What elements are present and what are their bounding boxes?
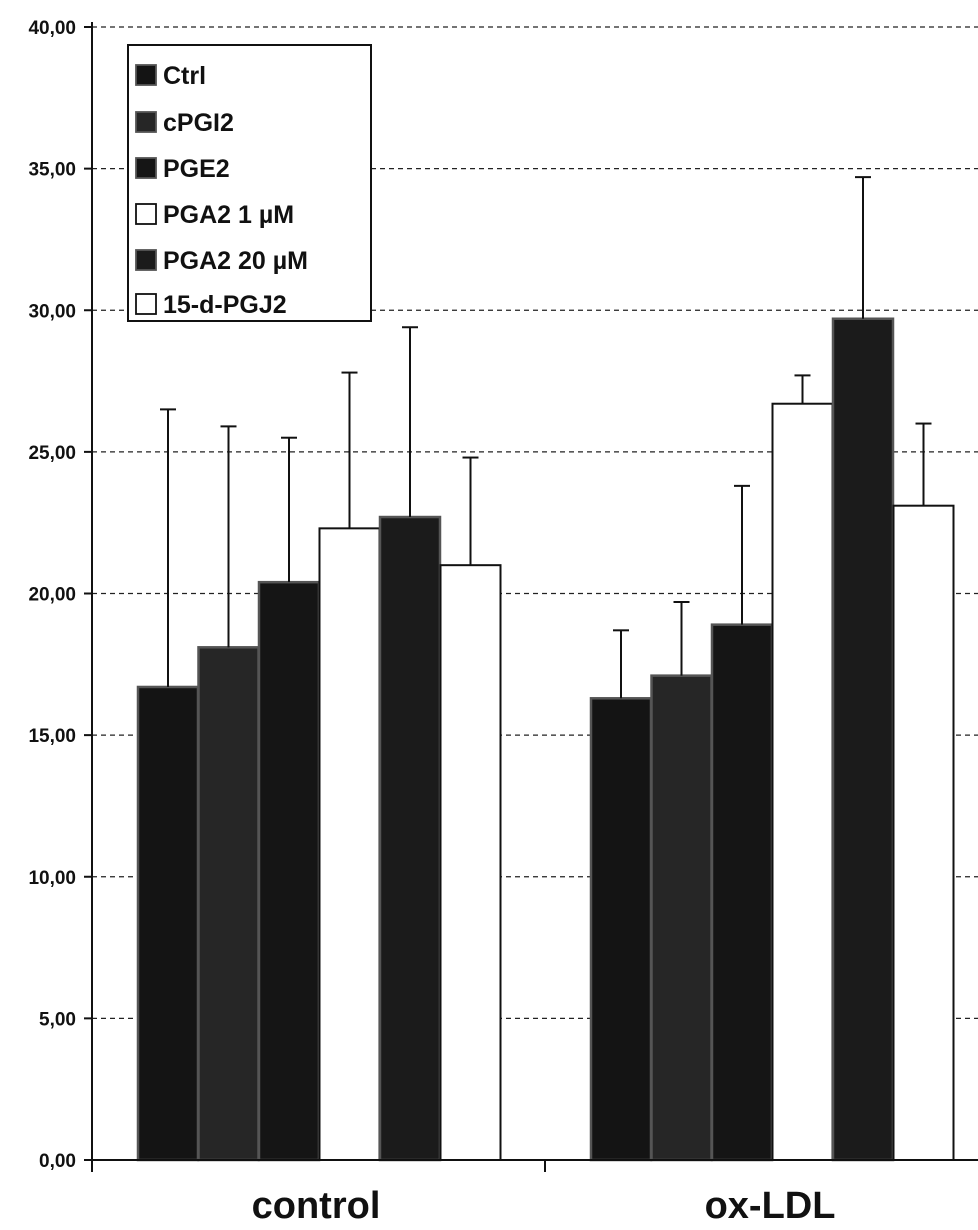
x-category-labels: control ox-LDL [252,1185,836,1227]
y-tick-label: 25,00 [28,443,76,464]
legend-label: cPGI2 [163,109,234,137]
legend-swatch [135,203,157,225]
y-tick-label: 0,00 [39,1151,76,1172]
bar [710,623,774,1162]
bar [318,527,381,1161]
legend-label: PGA2 1 µM [163,201,294,229]
bar [439,564,502,1161]
bar [136,685,200,1162]
legend-swatch [135,249,157,271]
legend-swatch [135,293,157,315]
legend-label: Ctrl [163,62,206,90]
legend-swatch [135,64,157,86]
y-tick-label: 40,00 [28,18,76,39]
bar [197,646,260,1162]
y-tick-label: 5,00 [39,1009,76,1030]
bar [378,515,442,1162]
y-tick-label: 20,00 [28,585,76,606]
axes [84,22,978,1172]
x-category-label: ox-LDL [705,1185,836,1227]
y-tick-label: 10,00 [28,868,76,889]
bars [136,317,955,1162]
bar [831,317,895,1162]
y-tick-label: 15,00 [28,726,76,747]
legend: Ctrl cPGI2 PGE2 PGA2 1 µM PGA2 20 µM 15-d-PGJ… [127,44,372,322]
bar [892,504,955,1161]
legend-label: PGE2 [163,155,230,183]
legend-label: PGA2 20 µM [163,247,308,275]
bar [257,580,321,1162]
bar [589,697,653,1162]
y-tick-label: 30,00 [28,301,76,322]
bar [650,674,713,1162]
legend-swatch [135,157,157,179]
error-bars [160,176,932,699]
y-tick-label: 35,00 [28,160,76,181]
x-category-label: control [252,1185,381,1227]
bar [771,402,834,1162]
y-tick-labels: 0,00 5,00 10,00 15,00 20,00 25,00 30,00 35,00 40… [28,18,76,1172]
legend-box [127,44,372,322]
legend-swatch [135,111,157,133]
legend-label: 15-d-PGJ2 [163,291,287,319]
